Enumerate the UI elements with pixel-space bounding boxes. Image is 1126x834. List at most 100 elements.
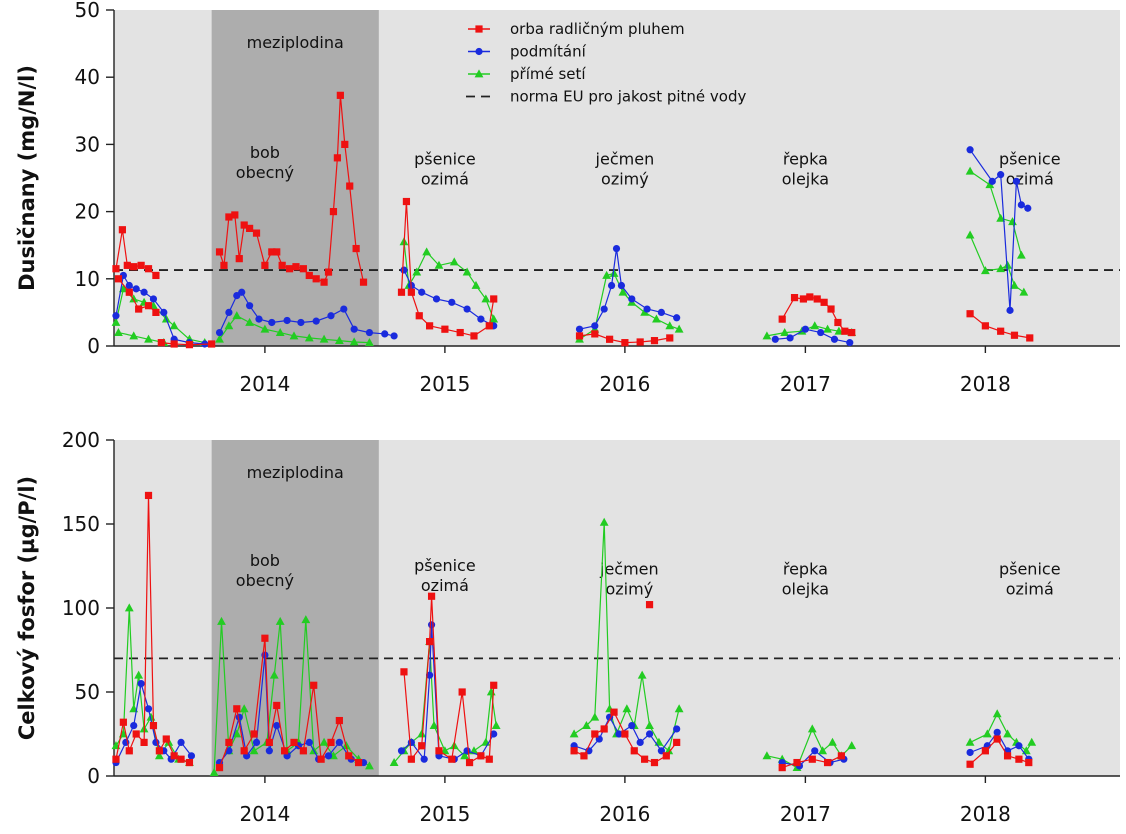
y-axis-label: Celkový fosfor (µg/P/l)	[15, 476, 39, 740]
data-point	[422, 247, 432, 256]
data-point	[252, 738, 261, 747]
data-point	[602, 270, 612, 279]
data-point	[458, 688, 466, 696]
crop-label-line: ječmen	[599, 559, 659, 578]
data-point	[1027, 737, 1037, 746]
data-point	[790, 294, 799, 302]
series-line	[400, 201, 495, 337]
crop-label: řepka olejka	[782, 150, 829, 189]
data-point	[365, 761, 374, 770]
data-point	[628, 722, 636, 730]
data-point	[1015, 755, 1023, 763]
crop-label-line: ozimá	[421, 170, 469, 189]
data-point	[112, 755, 120, 763]
data-point	[846, 339, 854, 347]
data-point	[617, 281, 626, 290]
legend-marker	[475, 47, 483, 56]
data-point	[463, 747, 471, 755]
data-point	[762, 331, 772, 340]
data-point	[434, 260, 444, 269]
data-point	[426, 322, 434, 330]
data-point	[582, 721, 591, 729]
data-point	[823, 324, 832, 333]
data-point	[1010, 331, 1019, 339]
cover-crop-label: meziplodina	[247, 463, 344, 482]
data-point	[1025, 758, 1033, 767]
data-point	[265, 747, 273, 755]
data-point	[490, 681, 498, 689]
y-tick-label: 10	[75, 267, 100, 291]
data-point	[275, 616, 285, 625]
data-point	[114, 327, 123, 336]
data-point	[643, 305, 651, 313]
crop-label-line: ozimá	[1006, 170, 1054, 189]
data-point	[793, 758, 801, 767]
data-point	[609, 268, 619, 277]
data-point	[673, 725, 681, 733]
data-point	[157, 339, 165, 347]
data-point	[289, 331, 299, 340]
crop-label-line: olejka	[782, 170, 829, 189]
data-point	[273, 722, 281, 730]
data-point	[299, 265, 307, 273]
data-point	[208, 340, 216, 348]
crop-label-line: pšenice	[414, 556, 476, 575]
data-point	[828, 737, 837, 746]
data-point	[125, 747, 133, 755]
data-point	[144, 491, 153, 500]
data-point	[345, 752, 353, 760]
data-point	[1019, 287, 1029, 296]
data-point	[268, 248, 276, 256]
data-point	[231, 211, 239, 219]
data-point	[807, 724, 817, 733]
data-point	[841, 327, 849, 335]
data-point	[381, 330, 389, 338]
data-point	[285, 265, 294, 273]
data-point	[813, 295, 821, 303]
data-point	[808, 755, 816, 763]
data-point	[830, 335, 839, 343]
data-point	[225, 213, 233, 221]
data-point	[811, 747, 819, 755]
data-point	[233, 705, 241, 713]
data-point	[645, 730, 654, 738]
data-point	[407, 288, 415, 296]
y-tick-label: 200	[62, 428, 100, 452]
data-point	[124, 603, 134, 612]
data-point	[652, 314, 661, 323]
data-point	[281, 747, 289, 755]
data-point	[304, 333, 314, 342]
crop-label-line: řepka	[783, 150, 828, 169]
data-point	[415, 312, 423, 320]
data-point	[820, 298, 828, 306]
data-point	[762, 751, 772, 760]
data-point	[465, 758, 474, 767]
data-point	[177, 755, 185, 763]
data-point	[426, 671, 434, 679]
data-point	[441, 325, 449, 333]
data-point	[160, 308, 168, 316]
data-point	[610, 708, 618, 716]
legend-marker	[475, 25, 483, 33]
data-point	[125, 288, 133, 296]
data-point	[837, 752, 845, 760]
data-point	[350, 325, 358, 333]
data-point	[1003, 260, 1012, 269]
data-point	[225, 747, 233, 755]
data-point	[407, 755, 415, 763]
y-tick-label: 20	[75, 200, 100, 224]
data-point	[600, 725, 608, 733]
data-point	[429, 721, 439, 729]
data-point	[477, 752, 485, 760]
data-point	[606, 335, 614, 343]
crop-label-line: bob	[250, 143, 280, 162]
data-point	[470, 332, 478, 340]
data-point	[612, 244, 621, 253]
data-point	[981, 322, 989, 330]
data-point	[996, 213, 1006, 222]
data-point	[834, 326, 844, 335]
data-point	[982, 729, 992, 738]
data-point	[771, 335, 779, 343]
data-point	[225, 738, 233, 746]
data-point	[965, 737, 975, 746]
